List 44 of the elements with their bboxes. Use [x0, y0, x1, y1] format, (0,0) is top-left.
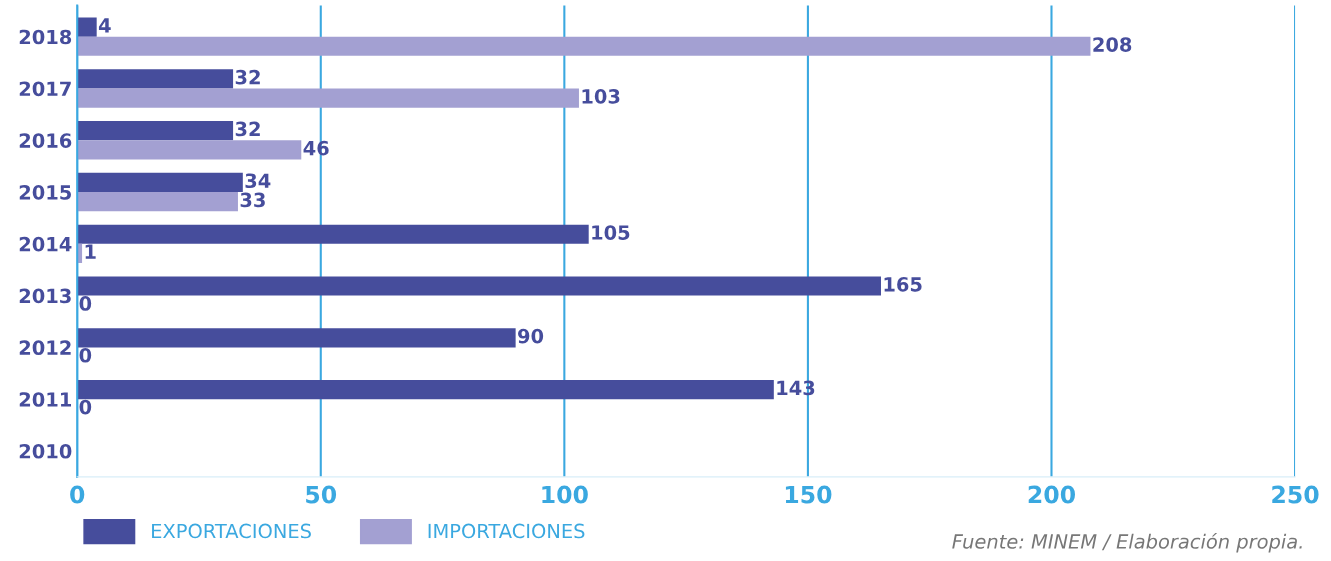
x-tick-label: 100 [542, 485, 588, 504]
y-tick-label: 2012 [19, 340, 71, 356]
x-tick-label: 200 [1028, 485, 1075, 504]
x-tick-label: 0 [70, 485, 85, 504]
legend-label: EXPORTACIONES [152, 523, 311, 539]
y-tick-label: 2014 [19, 236, 72, 252]
bar [77, 192, 238, 212]
x-tick-label: 250 [1272, 485, 1319, 504]
data-label: 4 [98, 18, 111, 33]
data-label: 0 [79, 296, 92, 311]
x-tick-label: 50 [306, 485, 337, 504]
bar [77, 276, 881, 296]
bar [77, 380, 774, 400]
data-label: 165 [884, 276, 922, 292]
data-label: 32 [235, 69, 260, 85]
data-label: 33 [240, 192, 265, 208]
data-label: 0 [79, 347, 92, 363]
bar [77, 328, 516, 348]
y-tick-label: 2010 [19, 443, 72, 459]
x-tick-label: 150 [785, 485, 832, 504]
data-label: 103 [582, 88, 620, 104]
y-tick-label: 2016 [19, 133, 72, 148]
bar [77, 69, 234, 89]
legend-label: IMPORTACIONES [428, 523, 585, 539]
bar [77, 140, 302, 160]
bar [77, 36, 1091, 56]
source-note: Fuente: MINEM / Elaboración propia. [952, 532, 1302, 553]
y-tick-label: 2011 [19, 392, 71, 407]
data-label: 32 [235, 121, 260, 137]
data-label: 34 [245, 173, 271, 189]
y-tick-label: 2015 [19, 184, 71, 200]
y-tick-label: 2018 [19, 29, 72, 45]
bar [77, 224, 589, 244]
data-label: 208 [1093, 37, 1132, 52]
data-label: 90 [518, 328, 544, 344]
bar [77, 88, 579, 108]
data-label: 1 [85, 244, 96, 259]
bar [77, 121, 234, 141]
data-label: 105 [592, 225, 630, 240]
bar [77, 172, 243, 193]
y-tick-label: 2013 [19, 288, 71, 304]
bar [77, 17, 97, 37]
data-label: 0 [79, 399, 92, 415]
y-tick-label: 2017 [19, 81, 71, 97]
